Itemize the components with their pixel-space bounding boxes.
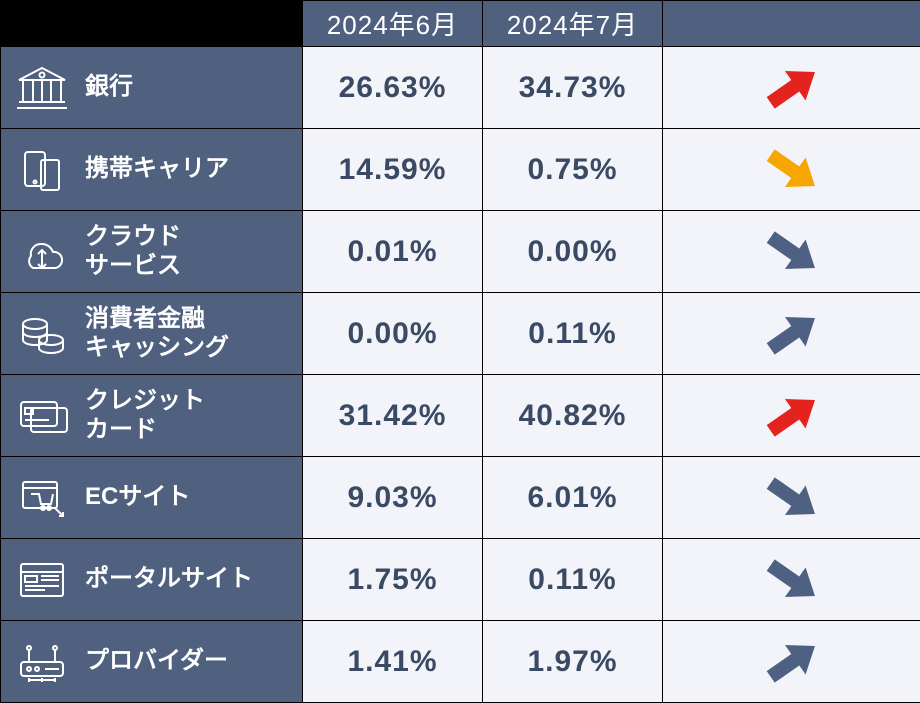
label-cell: ポータルサイト xyxy=(1,539,303,621)
row-label: 銀行 xyxy=(85,73,302,102)
header-row: 2024年6月 2024年7月 xyxy=(1,1,920,47)
value-cell-june: 0.01% xyxy=(303,211,483,293)
table-row: ECサイト 9.03%6.01% xyxy=(1,457,920,539)
label-cell: 消費者金融キャッシング xyxy=(1,293,303,375)
coins-icon xyxy=(11,310,73,358)
bank-icon xyxy=(11,64,73,112)
row-label: ECサイト xyxy=(85,483,302,512)
label-cell: 携帯キャリア xyxy=(1,129,303,211)
value-cell-july: 0.00% xyxy=(483,211,663,293)
value-cell-july: 34.73% xyxy=(483,47,663,129)
table-row: 携帯キャリア 14.59%0.75% xyxy=(1,129,920,211)
label-cell: ECサイト xyxy=(1,457,303,539)
value-cell-june: 14.59% xyxy=(303,129,483,211)
label-cell: プロバイダー xyxy=(1,621,303,703)
value-cell-july: 40.82% xyxy=(483,375,663,457)
router-icon xyxy=(11,638,73,686)
value-cell-june: 31.42% xyxy=(303,375,483,457)
row-label: プロバイダー xyxy=(85,647,302,676)
table-row: 銀行 26.63%34.73% xyxy=(1,47,920,129)
trend-cell xyxy=(663,621,920,703)
ec-icon xyxy=(11,474,73,522)
value-cell-july: 0.11% xyxy=(483,293,663,375)
value-cell-july: 6.01% xyxy=(483,457,663,539)
value-cell-july: 0.75% xyxy=(483,129,663,211)
row-label: ポータルサイト xyxy=(85,565,302,594)
value-cell-july: 1.97% xyxy=(483,621,663,703)
value-cell-june: 26.63% xyxy=(303,47,483,129)
trend-cell xyxy=(663,211,920,293)
value-cell-june: 9.03% xyxy=(303,457,483,539)
value-cell-june: 1.75% xyxy=(303,539,483,621)
portal-icon xyxy=(11,556,73,604)
trend-cell xyxy=(663,47,920,129)
header-trend xyxy=(663,1,920,47)
data-table: 2024年6月 2024年7月 銀行 26.63%34.73% 携帯キャリア 1… xyxy=(0,0,920,703)
table-row: ポータルサイト 1.75%0.11% xyxy=(1,539,920,621)
table-row: クレジットカード 31.42%40.82% xyxy=(1,375,920,457)
header-blank xyxy=(1,1,303,47)
header-col-2: 2024年7月 xyxy=(483,1,663,47)
value-cell-july: 0.11% xyxy=(483,539,663,621)
card-icon xyxy=(11,392,73,440)
row-label: 携帯キャリア xyxy=(85,155,302,184)
label-cell: クレジットカード xyxy=(1,375,303,457)
trend-cell xyxy=(663,375,920,457)
row-label: クレジットカード xyxy=(85,387,302,445)
label-cell: 銀行 xyxy=(1,47,303,129)
row-label: 消費者金融キャッシング xyxy=(85,305,302,363)
trend-cell xyxy=(663,539,920,621)
trend-cell xyxy=(663,457,920,539)
table-row: クラウドサービス 0.01%0.00% xyxy=(1,211,920,293)
value-cell-june: 0.00% xyxy=(303,293,483,375)
table-row: プロバイダー 1.41%1.97% xyxy=(1,621,920,703)
value-cell-june: 1.41% xyxy=(303,621,483,703)
trend-cell xyxy=(663,293,920,375)
label-cell: クラウドサービス xyxy=(1,211,303,293)
row-label: クラウドサービス xyxy=(85,223,302,281)
cloud-icon xyxy=(11,228,73,276)
mobile-icon xyxy=(11,146,73,194)
trend-cell xyxy=(663,129,920,211)
header-col-1: 2024年6月 xyxy=(303,1,483,47)
table-row: 消費者金融キャッシング 0.00%0.11% xyxy=(1,293,920,375)
